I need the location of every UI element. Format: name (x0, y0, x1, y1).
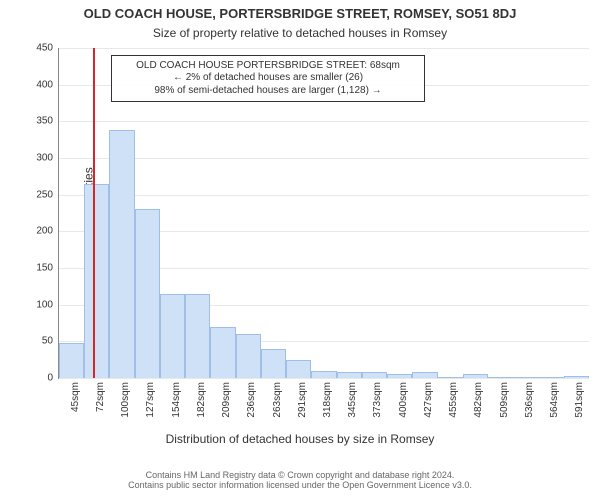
histogram-bar (59, 343, 84, 378)
ytick-label: 300 (36, 153, 53, 164)
gridline-h (59, 378, 589, 379)
annotation-line-1: OLD COACH HOUSE PORTERSBRIDGE STREET: 68… (118, 60, 418, 73)
gridline-h (59, 158, 589, 159)
x-axis-label: Distribution of detached houses by size … (0, 432, 600, 446)
annotation-line-3: 98% of semi-detached houses are larger (… (118, 85, 418, 98)
xtick-label: 427sqm (423, 382, 434, 418)
xtick-label: 127sqm (145, 382, 156, 418)
ytick-label: 150 (36, 263, 53, 274)
xtick-label: 482sqm (473, 382, 484, 418)
histogram-bar (412, 372, 437, 378)
marker-line (93, 48, 95, 378)
ytick-label: 100 (36, 299, 53, 310)
histogram-bar (160, 294, 185, 378)
ytick-label: 350 (36, 116, 53, 127)
ytick-label: 50 (42, 336, 53, 347)
xtick-label: 591sqm (574, 382, 585, 418)
xtick-label: 72sqm (95, 382, 106, 412)
histogram-bar (286, 360, 311, 378)
chart-footer: Contains HM Land Registry data © Crown c… (0, 470, 600, 491)
xtick-label: 209sqm (221, 382, 232, 418)
chart-title-main: OLD COACH HOUSE, PORTERSBRIDGE STREET, R… (0, 6, 600, 21)
xtick-label: 263sqm (272, 382, 283, 418)
annotation-line-2: ← 2% of detached houses are smaller (26) (118, 72, 418, 85)
histogram-bar (236, 334, 261, 378)
histogram-bar (539, 377, 564, 378)
xtick-label: 509sqm (499, 382, 510, 418)
histogram-bar (109, 130, 134, 378)
xtick-label: 45sqm (70, 382, 81, 412)
xtick-label: 373sqm (372, 382, 383, 418)
histogram-bar (84, 184, 109, 378)
ytick-label: 400 (36, 79, 53, 90)
footer-line-1: Contains HM Land Registry data © Crown c… (0, 470, 600, 480)
xtick-label: 100sqm (120, 382, 131, 418)
xtick-label: 236sqm (246, 382, 257, 418)
histogram-bar (463, 374, 488, 378)
xtick-label: 455sqm (448, 382, 459, 418)
histogram-bar (210, 327, 235, 378)
ytick-label: 250 (36, 189, 53, 200)
gridline-h (59, 195, 589, 196)
xtick-label: 400sqm (398, 382, 409, 418)
gridline-h (59, 121, 589, 122)
footer-line-2: Contains public sector information licen… (0, 480, 600, 490)
gridline-h (59, 48, 589, 49)
xtick-label: 154sqm (171, 382, 182, 418)
chart-container: OLD COACH HOUSE, PORTERSBRIDGE STREET, R… (0, 0, 600, 500)
histogram-bar (564, 376, 589, 378)
histogram-bar (387, 374, 412, 378)
histogram-bar (488, 377, 513, 378)
ytick-label: 200 (36, 226, 53, 237)
histogram-bar (438, 377, 463, 378)
histogram-bar (135, 209, 160, 378)
ytick-label: 0 (47, 373, 53, 384)
histogram-bar (185, 294, 210, 378)
histogram-bar (261, 349, 286, 378)
histogram-bar (311, 371, 336, 378)
chart-annotation-box: OLD COACH HOUSE PORTERSBRIDGE STREET: 68… (111, 55, 425, 103)
xtick-label: 291sqm (297, 382, 308, 418)
histogram-bar (513, 377, 538, 378)
xtick-label: 564sqm (549, 382, 560, 418)
xtick-label: 345sqm (347, 382, 358, 418)
xtick-label: 536sqm (524, 382, 535, 418)
xtick-label: 182sqm (196, 382, 207, 418)
histogram-bar (362, 372, 387, 378)
xtick-label: 318sqm (322, 382, 333, 418)
ytick-label: 450 (36, 43, 53, 54)
histogram-bar (337, 372, 362, 378)
chart-title-sub: Size of property relative to detached ho… (0, 26, 600, 40)
